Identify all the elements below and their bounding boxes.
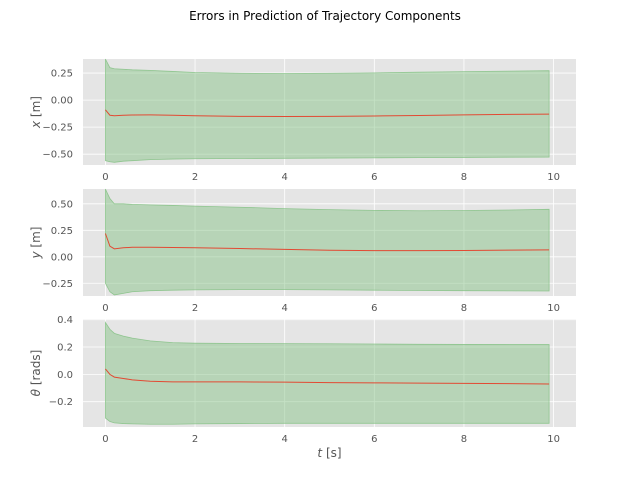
subplot-theta-ytick-label-2: 0.2 <box>57 343 73 354</box>
subplot-theta-ylabel-symbol: θ <box>29 388 43 396</box>
subplot-theta: 0 2 4 6 8 10 −0.2 0.0 0.2 0.4 θ [rads] t [s] <box>29 315 576 460</box>
subplot-x-xtick-label-3: 6 <box>371 172 377 183</box>
subplot-theta-ytick-label-0: −0.2 <box>49 397 73 408</box>
subplot-y-error-band <box>105 188 550 296</box>
subplot-y-xtick-label-4: 8 <box>461 303 467 314</box>
subplot-theta-ylabel-unit: [rads] <box>29 350 43 389</box>
subplot-theta-ylabel: θ [rads] <box>29 350 43 397</box>
subplot-x-ylabel-symbol: x <box>29 120 43 129</box>
subplot-y-ytick-label-2: 0.25 <box>51 226 73 237</box>
subplot-theta-xlabel-symbol: t <box>317 446 323 460</box>
subplot-y-xtick-label-2: 4 <box>281 303 287 314</box>
subplot-theta-xtick-label-3: 6 <box>371 434 377 445</box>
subplot-theta-xtick-label-4: 8 <box>461 434 467 445</box>
subplot-theta-error-band <box>105 321 550 425</box>
subplot-y-ytick-label-0: −0.25 <box>42 279 73 290</box>
subplot-x-ytick-label-1: −0.25 <box>42 123 73 134</box>
subplot-x-ylabel: x [m] <box>29 96 43 129</box>
subplot-theta-xtick-label-2: 4 <box>281 434 287 445</box>
subplots: 0 2 4 6 8 10−0.50−0.250.000.25x [m]0 2 4 6 8 10−0.… <box>29 58 576 460</box>
subplot-theta-xtick-label-1: 2 <box>192 434 198 445</box>
subplot-x-mean-line <box>105 109 550 118</box>
subplot-theta-ytick-label-3: 0.4 <box>57 315 73 326</box>
subplot-y-mean-line <box>104 233 550 252</box>
subplot-x-xtick-label-0: 0 <box>102 172 108 183</box>
figure-title: Errors in Prediction of Trajectory Compo… <box>189 9 461 23</box>
subplot-x-xtick-label-1: 2 <box>192 172 198 183</box>
subplot-x-xtick-label-5: 10 <box>547 172 560 183</box>
subplot-y-axes-background <box>83 189 576 296</box>
subplot-x-xtick-label-2: 4 <box>281 172 287 183</box>
subplot-theta-axes-background <box>83 319 576 427</box>
subplot-x: 0 2 4 6 8 10 −0.50 −0.25 0.00 0.25 x [m] <box>29 58 576 183</box>
subplot-y-ylabel: y [m] <box>29 227 43 260</box>
subplot-y: 0 2 4 6 8 10 −0.25 0.00 0.25 0.50 y [m] <box>29 188 576 314</box>
subplot-theta-xlabel-unit: [s] <box>322 446 341 460</box>
subplot-theta-xlabel: t [s] <box>317 446 341 460</box>
subplot-y-xtick-label-0: 0 <box>102 303 108 314</box>
subplot-x-ylabel-unit: [m] <box>29 96 43 121</box>
subplot-x-axes-background <box>83 59 576 165</box>
subplot-x-ytick-label-3: 0.25 <box>51 69 73 80</box>
subplot-y-ylabel-unit: [m] <box>29 227 43 252</box>
subplot-theta-xtick-label-5: 10 <box>547 434 560 445</box>
subplot-y-ytick-label-1: 0.00 <box>51 252 73 263</box>
subplot-x-xtick-label-4: 8 <box>461 172 467 183</box>
subplot-y-xtick-label-3: 6 <box>371 303 377 314</box>
subplot-theta-xtick-label-0: 0 <box>102 434 108 445</box>
subplot-x-ytick-label-2: 0.00 <box>51 96 73 107</box>
subplot-x-error-band <box>105 58 550 163</box>
subplot-y-ytick-label-3: 0.50 <box>51 199 73 210</box>
subplot-theta-mean-line <box>105 368 550 385</box>
subplot-y-ylabel-symbol: y <box>29 250 43 259</box>
subplot-x-ytick-label-0: −0.50 <box>42 150 73 161</box>
subplot-theta-ytick-label-1: 0.0 <box>57 370 73 381</box>
subplot-y-xtick-label-1: 2 <box>192 303 198 314</box>
subplot-y-xtick-label-5: 10 <box>547 303 560 314</box>
